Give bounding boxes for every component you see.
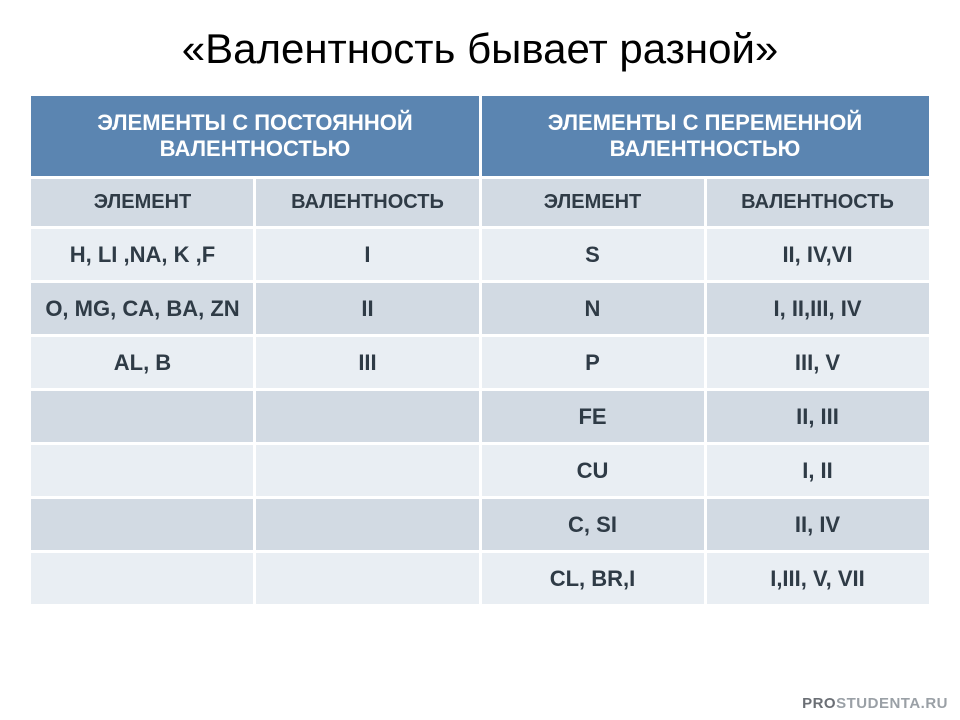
subheader-element-2: Элемент: [480, 178, 705, 228]
table-body: H, Li ,Na, K ,F I S II, IV,VI O, Mg, Ca,…: [30, 228, 930, 606]
cell-const-element: [30, 390, 255, 444]
table-row: Cu I, II: [30, 444, 930, 498]
cell-var-element: Cu: [480, 444, 705, 498]
cell-var-valence: III, V: [705, 336, 930, 390]
subheader-valence-1: Валентность: [255, 178, 480, 228]
table-row: C, Si II, IV: [30, 498, 930, 552]
cell-const-element: O, Mg, Ca, Ba, Zn: [30, 282, 255, 336]
cell-const-valence: [255, 444, 480, 498]
cell-const-valence: [255, 552, 480, 606]
cell-const-element: [30, 444, 255, 498]
cell-var-element: S: [480, 228, 705, 282]
cell-var-valence: I, II,III, IV: [705, 282, 930, 336]
watermark-accent: PRO: [802, 695, 836, 712]
cell-var-valence: II, III: [705, 390, 930, 444]
header-variable-valence: Элементы с переменной валентностью: [480, 95, 930, 178]
subheader-valence-2: Валентность: [705, 178, 930, 228]
cell-const-valence: [255, 498, 480, 552]
cell-const-valence: II: [255, 282, 480, 336]
cell-var-element: Cl, Br,I: [480, 552, 705, 606]
cell-const-valence: I: [255, 228, 480, 282]
subheader-element-1: Элемент: [30, 178, 255, 228]
cell-const-element: H, Li ,Na, K ,F: [30, 228, 255, 282]
cell-var-element: P: [480, 336, 705, 390]
cell-const-valence: III: [255, 336, 480, 390]
header-constant-valence: Элементы с постоянной валентностью: [30, 95, 480, 178]
cell-var-element: Fe: [480, 390, 705, 444]
cell-var-element: C, Si: [480, 498, 705, 552]
table-header-sub-row: Элемент Валентность Элемент Валентность: [30, 178, 930, 228]
cell-const-element: Al, B: [30, 336, 255, 390]
cell-var-valence: I,III, V, VII: [705, 552, 930, 606]
cell-const-element: [30, 552, 255, 606]
table-row: Al, B III P III, V: [30, 336, 930, 390]
valence-table: Элементы с постоянной валентностью Элеме…: [28, 93, 931, 607]
cell-var-valence: II, IV: [705, 498, 930, 552]
watermark-text: STUDENTA.RU: [836, 695, 948, 712]
table-row: O, Mg, Ca, Ba, Zn II N I, II,III, IV: [30, 282, 930, 336]
table-row: H, Li ,Na, K ,F I S II, IV,VI: [30, 228, 930, 282]
table-row: Fe II, III: [30, 390, 930, 444]
page-title: «Валентность бывает разной»: [0, 0, 960, 93]
cell-const-valence: [255, 390, 480, 444]
table-header-top-row: Элементы с постоянной валентностью Элеме…: [30, 95, 930, 178]
cell-const-element: [30, 498, 255, 552]
cell-var-valence: I, II: [705, 444, 930, 498]
table-row: Cl, Br,I I,III, V, VII: [30, 552, 930, 606]
watermark: PROSTUDENTA.RU: [802, 695, 948, 712]
cell-var-element: N: [480, 282, 705, 336]
cell-var-valence: II, IV,VI: [705, 228, 930, 282]
